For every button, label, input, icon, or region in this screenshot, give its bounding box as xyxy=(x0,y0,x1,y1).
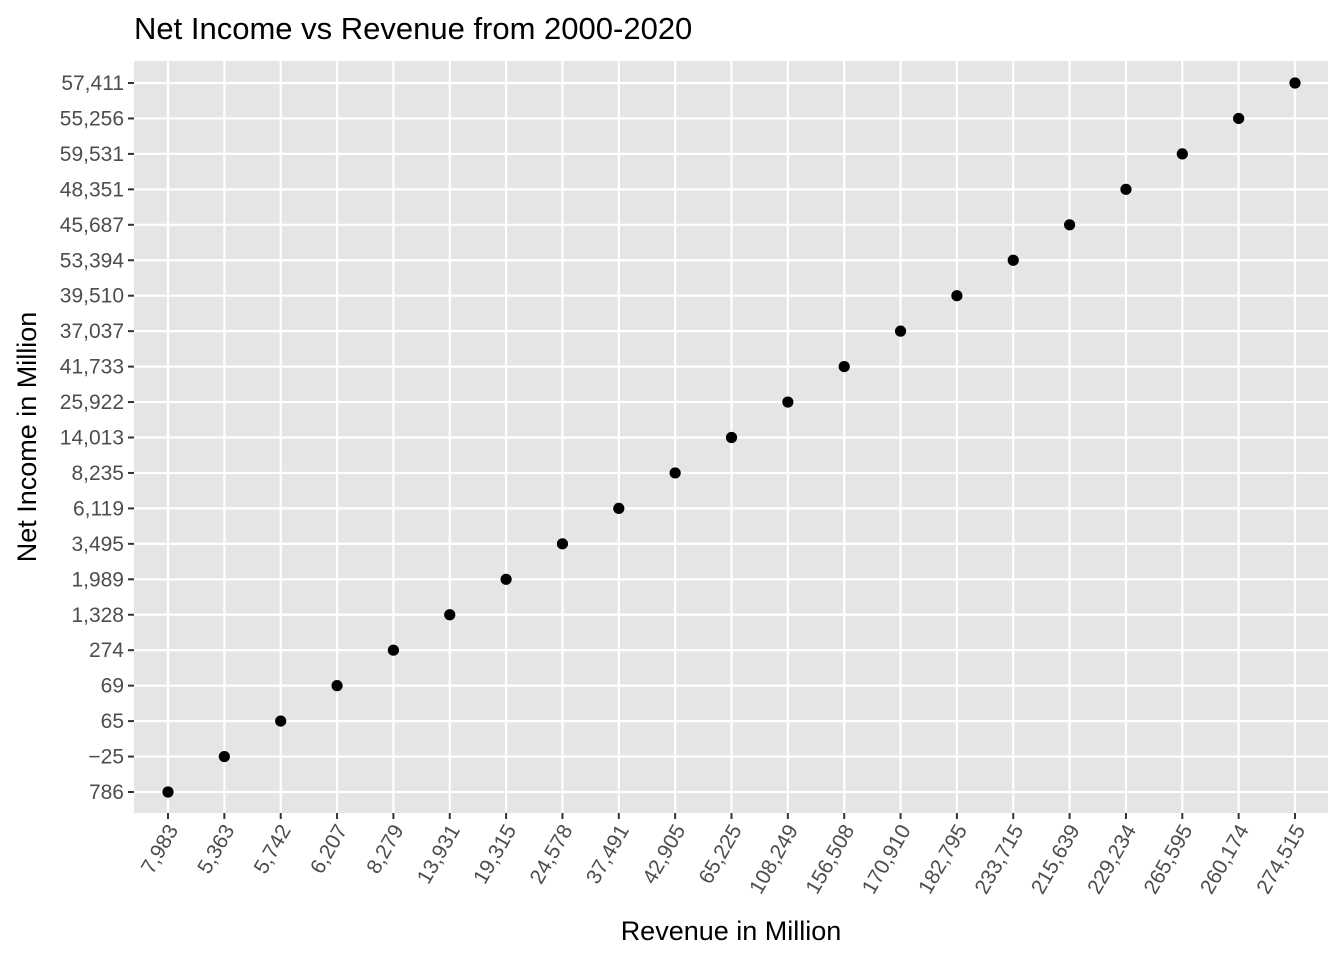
x-tick-label: 233,715 xyxy=(971,821,1029,898)
y-tick-label: 37,037 xyxy=(60,320,124,343)
y-tick-label: 8,235 xyxy=(71,462,124,485)
x-tick-label: 8,279 xyxy=(362,821,408,878)
data-point xyxy=(275,715,287,727)
data-point xyxy=(1007,254,1019,266)
y-tick-label: 41,733 xyxy=(60,356,124,379)
data-point xyxy=(556,538,569,550)
y-tick-label: 786 xyxy=(89,781,124,804)
data-point xyxy=(1176,148,1188,160)
data-point xyxy=(331,680,343,692)
x-tick-label: 24,578 xyxy=(526,821,578,888)
y-tick-label: 274 xyxy=(89,639,124,662)
chart-title: Net Income vs Revenue from 2000-2020 xyxy=(134,11,692,46)
x-tick-label: 5,742 xyxy=(250,821,296,878)
data-point xyxy=(218,750,230,763)
y-tick-label: 69 xyxy=(101,675,124,698)
y-tick-label: 6,119 xyxy=(73,497,124,520)
data-point xyxy=(162,786,174,798)
data-points xyxy=(162,77,1301,798)
y-tick-label: 59,531 xyxy=(60,143,124,166)
data-point xyxy=(894,325,907,337)
data-point xyxy=(725,431,738,444)
x-tick-label: 7,983 xyxy=(137,821,183,878)
axis-ticks xyxy=(128,82,1296,819)
y-tick-labels: 786 −25 65 69 274 1,328 1,989 3,495 6,119 8,235 14… xyxy=(60,72,125,804)
y-tick-label: 48,351 xyxy=(60,178,124,201)
data-point xyxy=(387,644,399,656)
data-point xyxy=(782,396,794,408)
x-tick-label: 108,249 xyxy=(745,821,803,898)
y-tick-label: 14,013 xyxy=(60,427,124,450)
data-point xyxy=(500,573,512,585)
data-point xyxy=(444,609,456,621)
x-tick-label: 260,174 xyxy=(1196,821,1254,899)
y-tick-label: 45,687 xyxy=(60,214,124,237)
y-tick-label: 25,922 xyxy=(60,391,124,414)
y-tick-label: 1,989 xyxy=(71,568,124,591)
x-tick-label: 274,515 xyxy=(1252,821,1310,898)
x-tick-label: 65,225 xyxy=(695,821,747,888)
x-tick-label: 5,363 xyxy=(193,821,239,878)
x-tick-label: 170,910 xyxy=(858,821,916,898)
data-point xyxy=(669,467,681,479)
x-tick-label: 13,931 xyxy=(413,821,465,888)
x-tick-label: 156,508 xyxy=(801,821,859,898)
x-tick-label: 215,639 xyxy=(1027,821,1085,898)
data-point xyxy=(1233,112,1245,125)
y-tick-label: 1,328 xyxy=(71,604,124,627)
y-tick-label: 53,394 xyxy=(60,249,125,272)
x-tick-label: 229,234 xyxy=(1083,821,1141,899)
data-point xyxy=(613,502,625,514)
y-tick-label: 55,256 xyxy=(60,107,124,130)
x-tick-labels: 7,983 5,363 5,742 6,207 8,279 13,931 19,315 24,… xyxy=(137,821,1310,899)
x-tick-label: 19,315 xyxy=(469,821,521,888)
y-tick-label: 39,510 xyxy=(60,285,124,308)
y-tick-label: 65 xyxy=(101,710,124,733)
data-point xyxy=(1064,219,1076,231)
y-tick-label: 3,495 xyxy=(71,533,124,556)
x-tick-label: 37,491 xyxy=(582,821,634,888)
x-tick-label: 42,905 xyxy=(638,821,690,888)
y-tick-label: −25 xyxy=(88,746,124,769)
x-tick-label: 6,207 xyxy=(306,821,352,878)
x-tick-label: 265,595 xyxy=(1140,821,1198,898)
data-point xyxy=(1120,183,1132,195)
y-tick-label: 57,411 xyxy=(61,72,124,95)
data-point xyxy=(951,290,963,302)
x-axis-title: Revenue in Million xyxy=(621,916,842,946)
data-point xyxy=(1289,77,1301,89)
x-tick-label: 182,795 xyxy=(914,821,972,898)
y-axis-title: Net Income in Million xyxy=(12,312,42,563)
data-point xyxy=(838,361,850,373)
